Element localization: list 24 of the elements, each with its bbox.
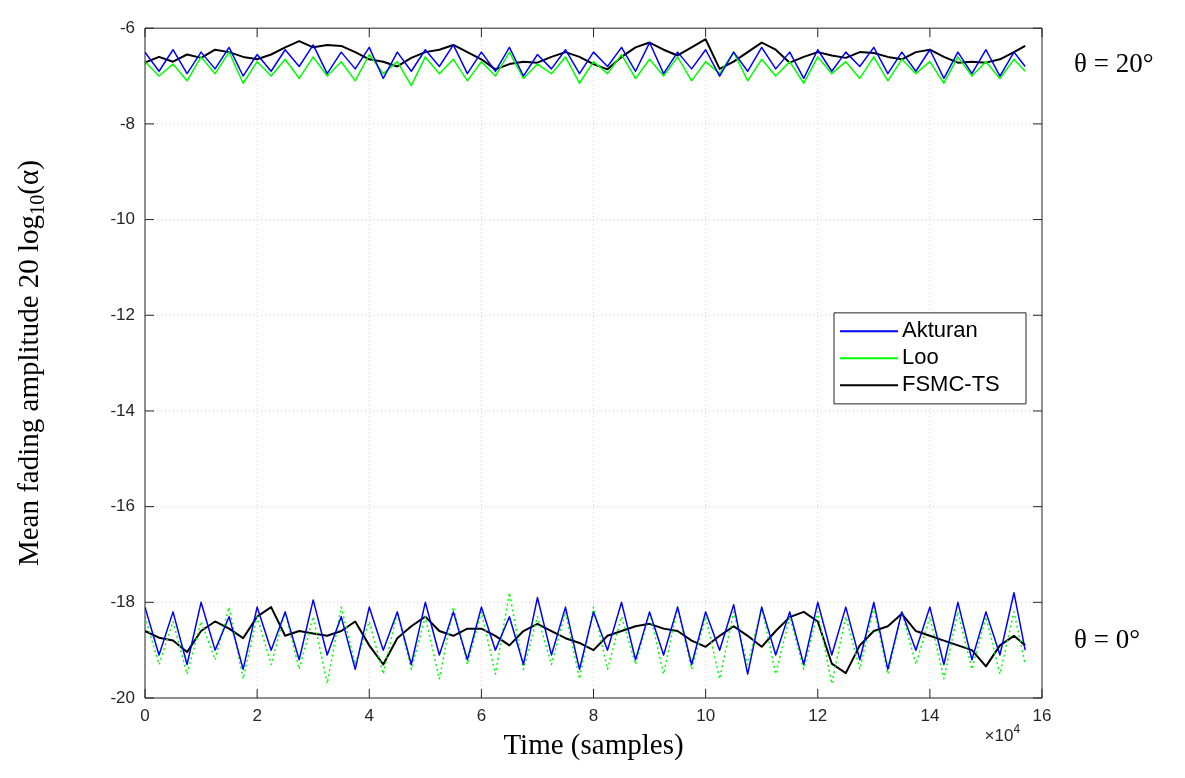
x-tick-label: 2 <box>252 705 262 725</box>
y-tick-label: -6 <box>119 17 135 37</box>
y-tick-label: -16 <box>110 496 135 516</box>
x-tick-label: 16 <box>1032 705 1052 725</box>
legend-label: Akturan <box>902 317 978 343</box>
y-tick-label: -20 <box>110 687 135 707</box>
y-tick-label: -14 <box>110 400 135 420</box>
y-axis-title: Mean fading amplitude 20 log10(α) <box>11 160 49 567</box>
y-tick-label: -12 <box>110 304 135 324</box>
x-tick-label: 6 <box>476 705 487 725</box>
x-tick-label: 8 <box>588 705 599 725</box>
x-tick-label: 4 <box>364 705 374 725</box>
text: θ = 0° <box>1074 624 1140 655</box>
x-tick-label: 14 <box>920 705 940 725</box>
x-tick-label: 0 <box>140 705 150 725</box>
y-tick-label: -8 <box>119 113 135 133</box>
text: θ = 20° <box>1074 48 1154 79</box>
y-tick-label: -10 <box>110 209 135 229</box>
x-tick-label: 12 <box>808 705 828 725</box>
legend-label: Loo <box>902 344 939 370</box>
legend-label: FSMC-TS <box>902 371 1000 397</box>
x-axis-title: Time (samples) <box>503 727 684 761</box>
y-tick-label: -18 <box>110 592 135 611</box>
x-tick-label: 10 <box>696 705 716 725</box>
